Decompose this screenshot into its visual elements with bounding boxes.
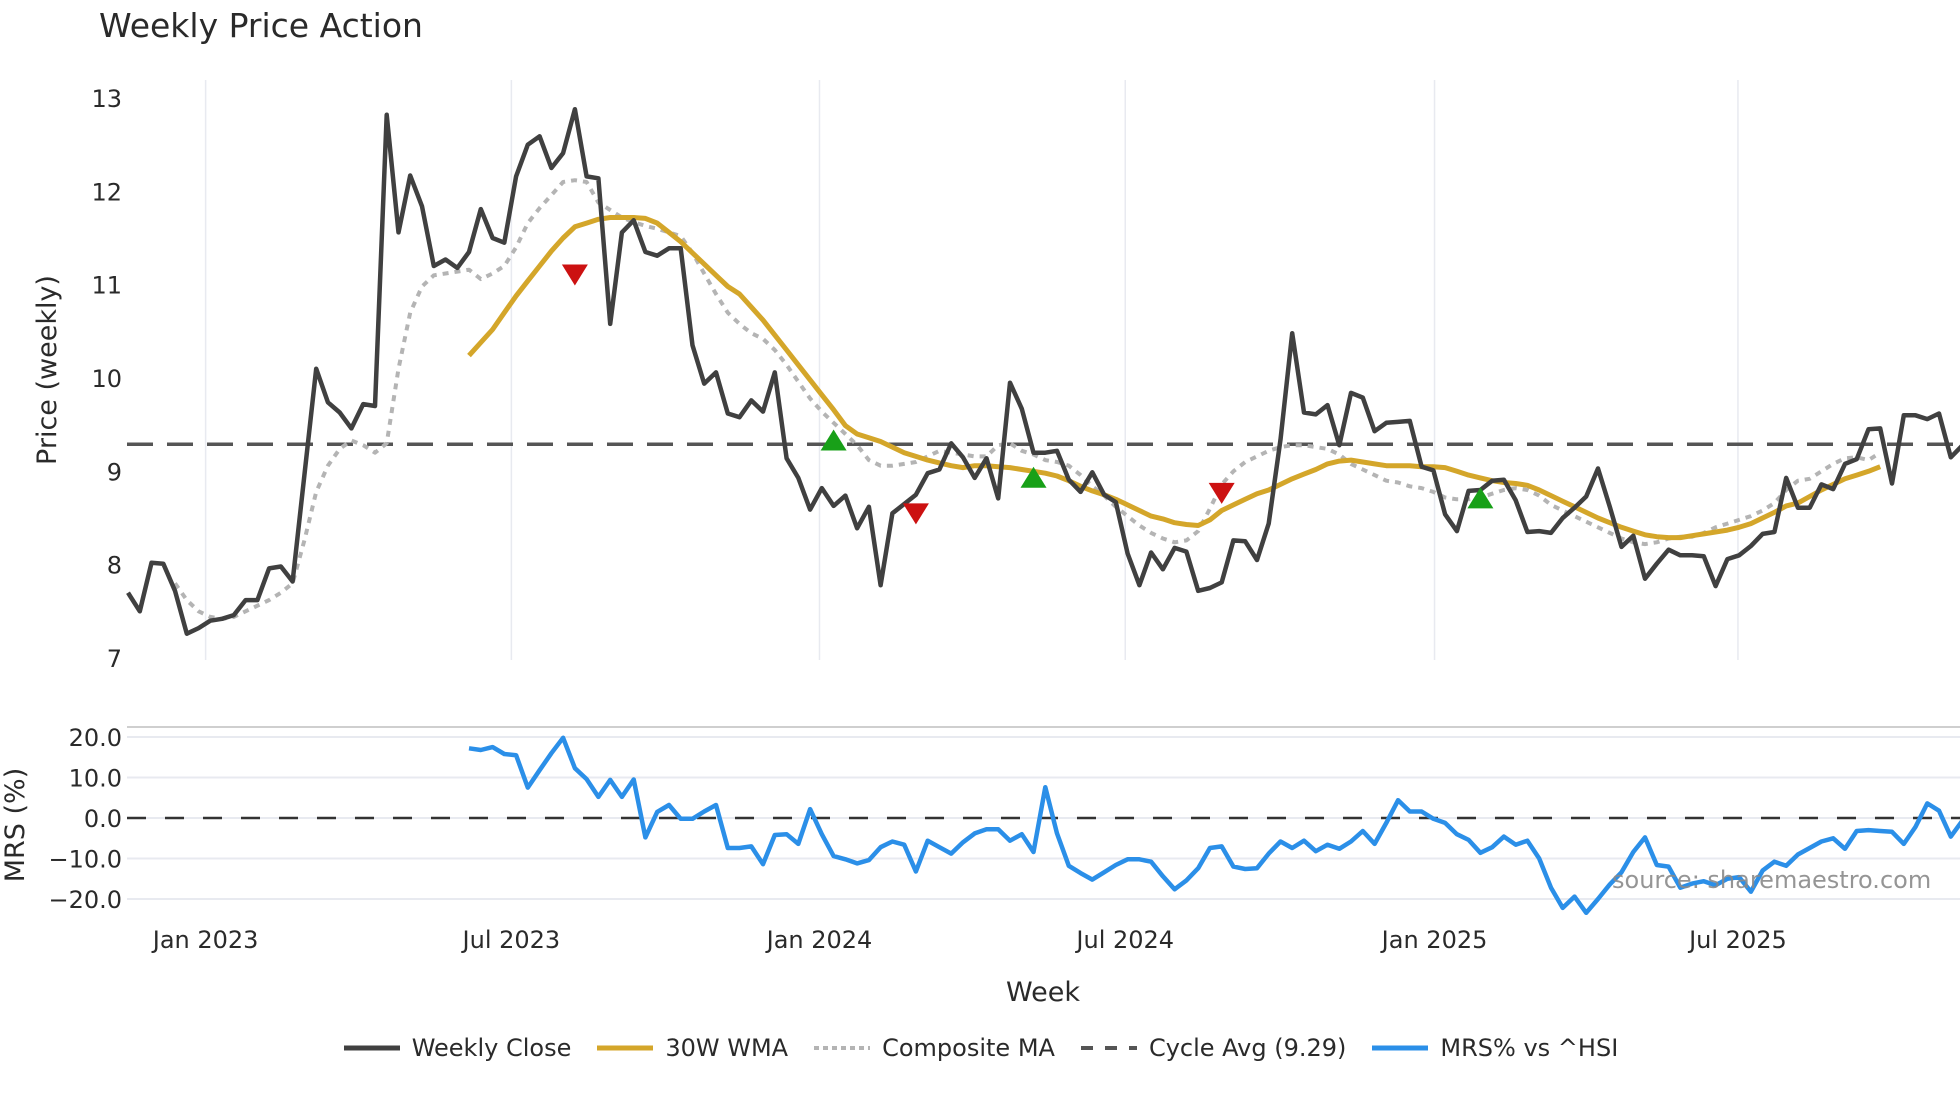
y-tick-label: 10.0 [69, 765, 122, 793]
legend-label: Weekly Close [411, 1034, 572, 1062]
y-tick-label: 13 [91, 85, 122, 113]
legend-item-cycle-avg[interactable]: Cycle Avg (9.29) [1079, 1034, 1346, 1062]
legend-label: Cycle Avg (9.29) [1148, 1034, 1347, 1062]
y-tick-label: −20.0 [48, 886, 122, 914]
buy-signal-triangle-up-icon [820, 429, 847, 451]
composite-ma-line [173, 178, 1882, 621]
x-tick-label: Jan 2023 [151, 926, 259, 954]
chart-title: Weekly Price Action [99, 6, 423, 45]
y-tick-label: 10 [91, 365, 122, 393]
line-solid-icon [343, 1045, 400, 1051]
line-solid-icon [597, 1045, 654, 1051]
y-tick-label: 12 [91, 178, 122, 206]
wma-line [467, 215, 1882, 541]
weekly-close-line [126, 106, 1960, 636]
y-tick-label: 11 [91, 272, 122, 300]
line-dotted-icon [814, 1046, 871, 1050]
x-axis-title: Week [1006, 977, 1080, 1008]
legend-label: Composite MA [882, 1034, 1055, 1062]
source-watermark: source: sharemaestro.com [1612, 866, 1932, 894]
y-tick-label: 0.0 [84, 805, 122, 833]
y-tick-label: −10.0 [48, 846, 122, 874]
x-tick-label: Jul 2025 [1687, 926, 1787, 954]
y-tick-label: 8 [107, 552, 122, 580]
mrs-line [468, 735, 1960, 916]
y-axis-title: MRS (%) [0, 768, 31, 883]
sell-signal-triangle-down-icon [561, 264, 588, 286]
line-solid-icon [1372, 1045, 1429, 1051]
legend-item-weekly-close[interactable]: Weekly Close [342, 1034, 572, 1062]
legend-label: 30W WMA [665, 1034, 789, 1062]
legend-item-mrs[interactable]: MRS% vs ^HSI [1370, 1034, 1618, 1062]
y-axis-title: Price (weekly) [32, 275, 63, 465]
x-tick-label: Jul 2023 [461, 926, 561, 954]
y-tick-label: 9 [107, 458, 122, 486]
y-tick-label: 20.0 [69, 724, 122, 752]
buy-signal-triangle-up-icon [1020, 466, 1047, 488]
sell-signal-triangle-down-icon [1208, 482, 1235, 504]
line-dashed-icon [1080, 1046, 1137, 1050]
sell-signal-triangle-down-icon [902, 503, 929, 525]
y-tick-label: 7 [107, 645, 122, 673]
x-tick-label: Jan 2024 [765, 926, 873, 954]
buy-signal-triangle-up-icon [1467, 487, 1494, 509]
legend-label: MRS% vs ^HSI [1440, 1034, 1619, 1062]
x-tick-label: Jan 2025 [1380, 926, 1488, 954]
legend-item-wma[interactable]: 30W WMA [595, 1034, 788, 1062]
legend: Weekly Close 30W WMA Composite MA Cycle … [0, 1034, 1960, 1062]
legend-item-composite-ma[interactable]: Composite MA [812, 1034, 1055, 1062]
x-tick-label: Jul 2024 [1074, 926, 1174, 954]
